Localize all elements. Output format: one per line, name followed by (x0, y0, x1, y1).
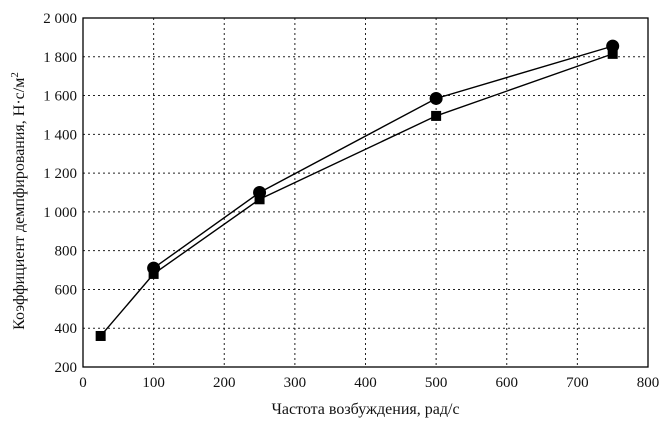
x-axis-title: Частота возбуждения, рад/с (271, 401, 459, 418)
data-point-square (431, 110, 442, 121)
y-tick-label: 1 000 (43, 205, 77, 221)
y-tick-label: 400 (55, 321, 78, 337)
x-tick-label: 100 (142, 375, 165, 391)
y-axis-tick-labels: 200 400 600 800 1 000 1 200 1 400 1 600 1 800 2 0… (43, 11, 77, 376)
x-axis-tick-labels: 0 100 200 300 400 500 600 700 800 (79, 375, 659, 391)
y-tick-label: 2 000 (43, 11, 77, 27)
x-tick-label: 0 (79, 375, 87, 391)
y-tick-label: 1 200 (43, 166, 77, 182)
grid (83, 18, 648, 367)
data-point-square (254, 194, 265, 205)
series-line-2 (100, 53, 613, 337)
x-tick-label: 300 (284, 375, 307, 391)
data-point-square (95, 330, 106, 341)
x-tick-label: 700 (566, 375, 589, 391)
y-tick-label: 800 (55, 244, 78, 260)
y-tick-label: 600 (55, 282, 78, 298)
series-layer (95, 39, 620, 341)
series-line-1 (153, 45, 613, 269)
x-tick-label: 800 (637, 375, 660, 391)
y-axis-title: Коэффициент демпфирования, Н·с/м2 (9, 72, 28, 330)
y-tick-label: 1 800 (43, 50, 77, 66)
y-tick-label: 1 600 (43, 89, 77, 105)
y-tick-label: 200 (55, 360, 78, 376)
y-axis-title-superscript: 2 (9, 72, 21, 78)
data-point-square (148, 268, 159, 279)
y-tick-label: 1 400 (43, 127, 77, 143)
x-tick-label: 500 (425, 375, 448, 391)
data-point-square (607, 48, 618, 59)
x-tick-label: 400 (354, 375, 377, 391)
x-tick-label: 600 (496, 375, 519, 391)
x-tick-label: 200 (213, 375, 236, 391)
data-point-circle (429, 91, 443, 105)
plot-area-frame (82, 17, 649, 368)
y-axis-title-main: Коэффициент демпфирования, Н·с/м (11, 78, 28, 330)
